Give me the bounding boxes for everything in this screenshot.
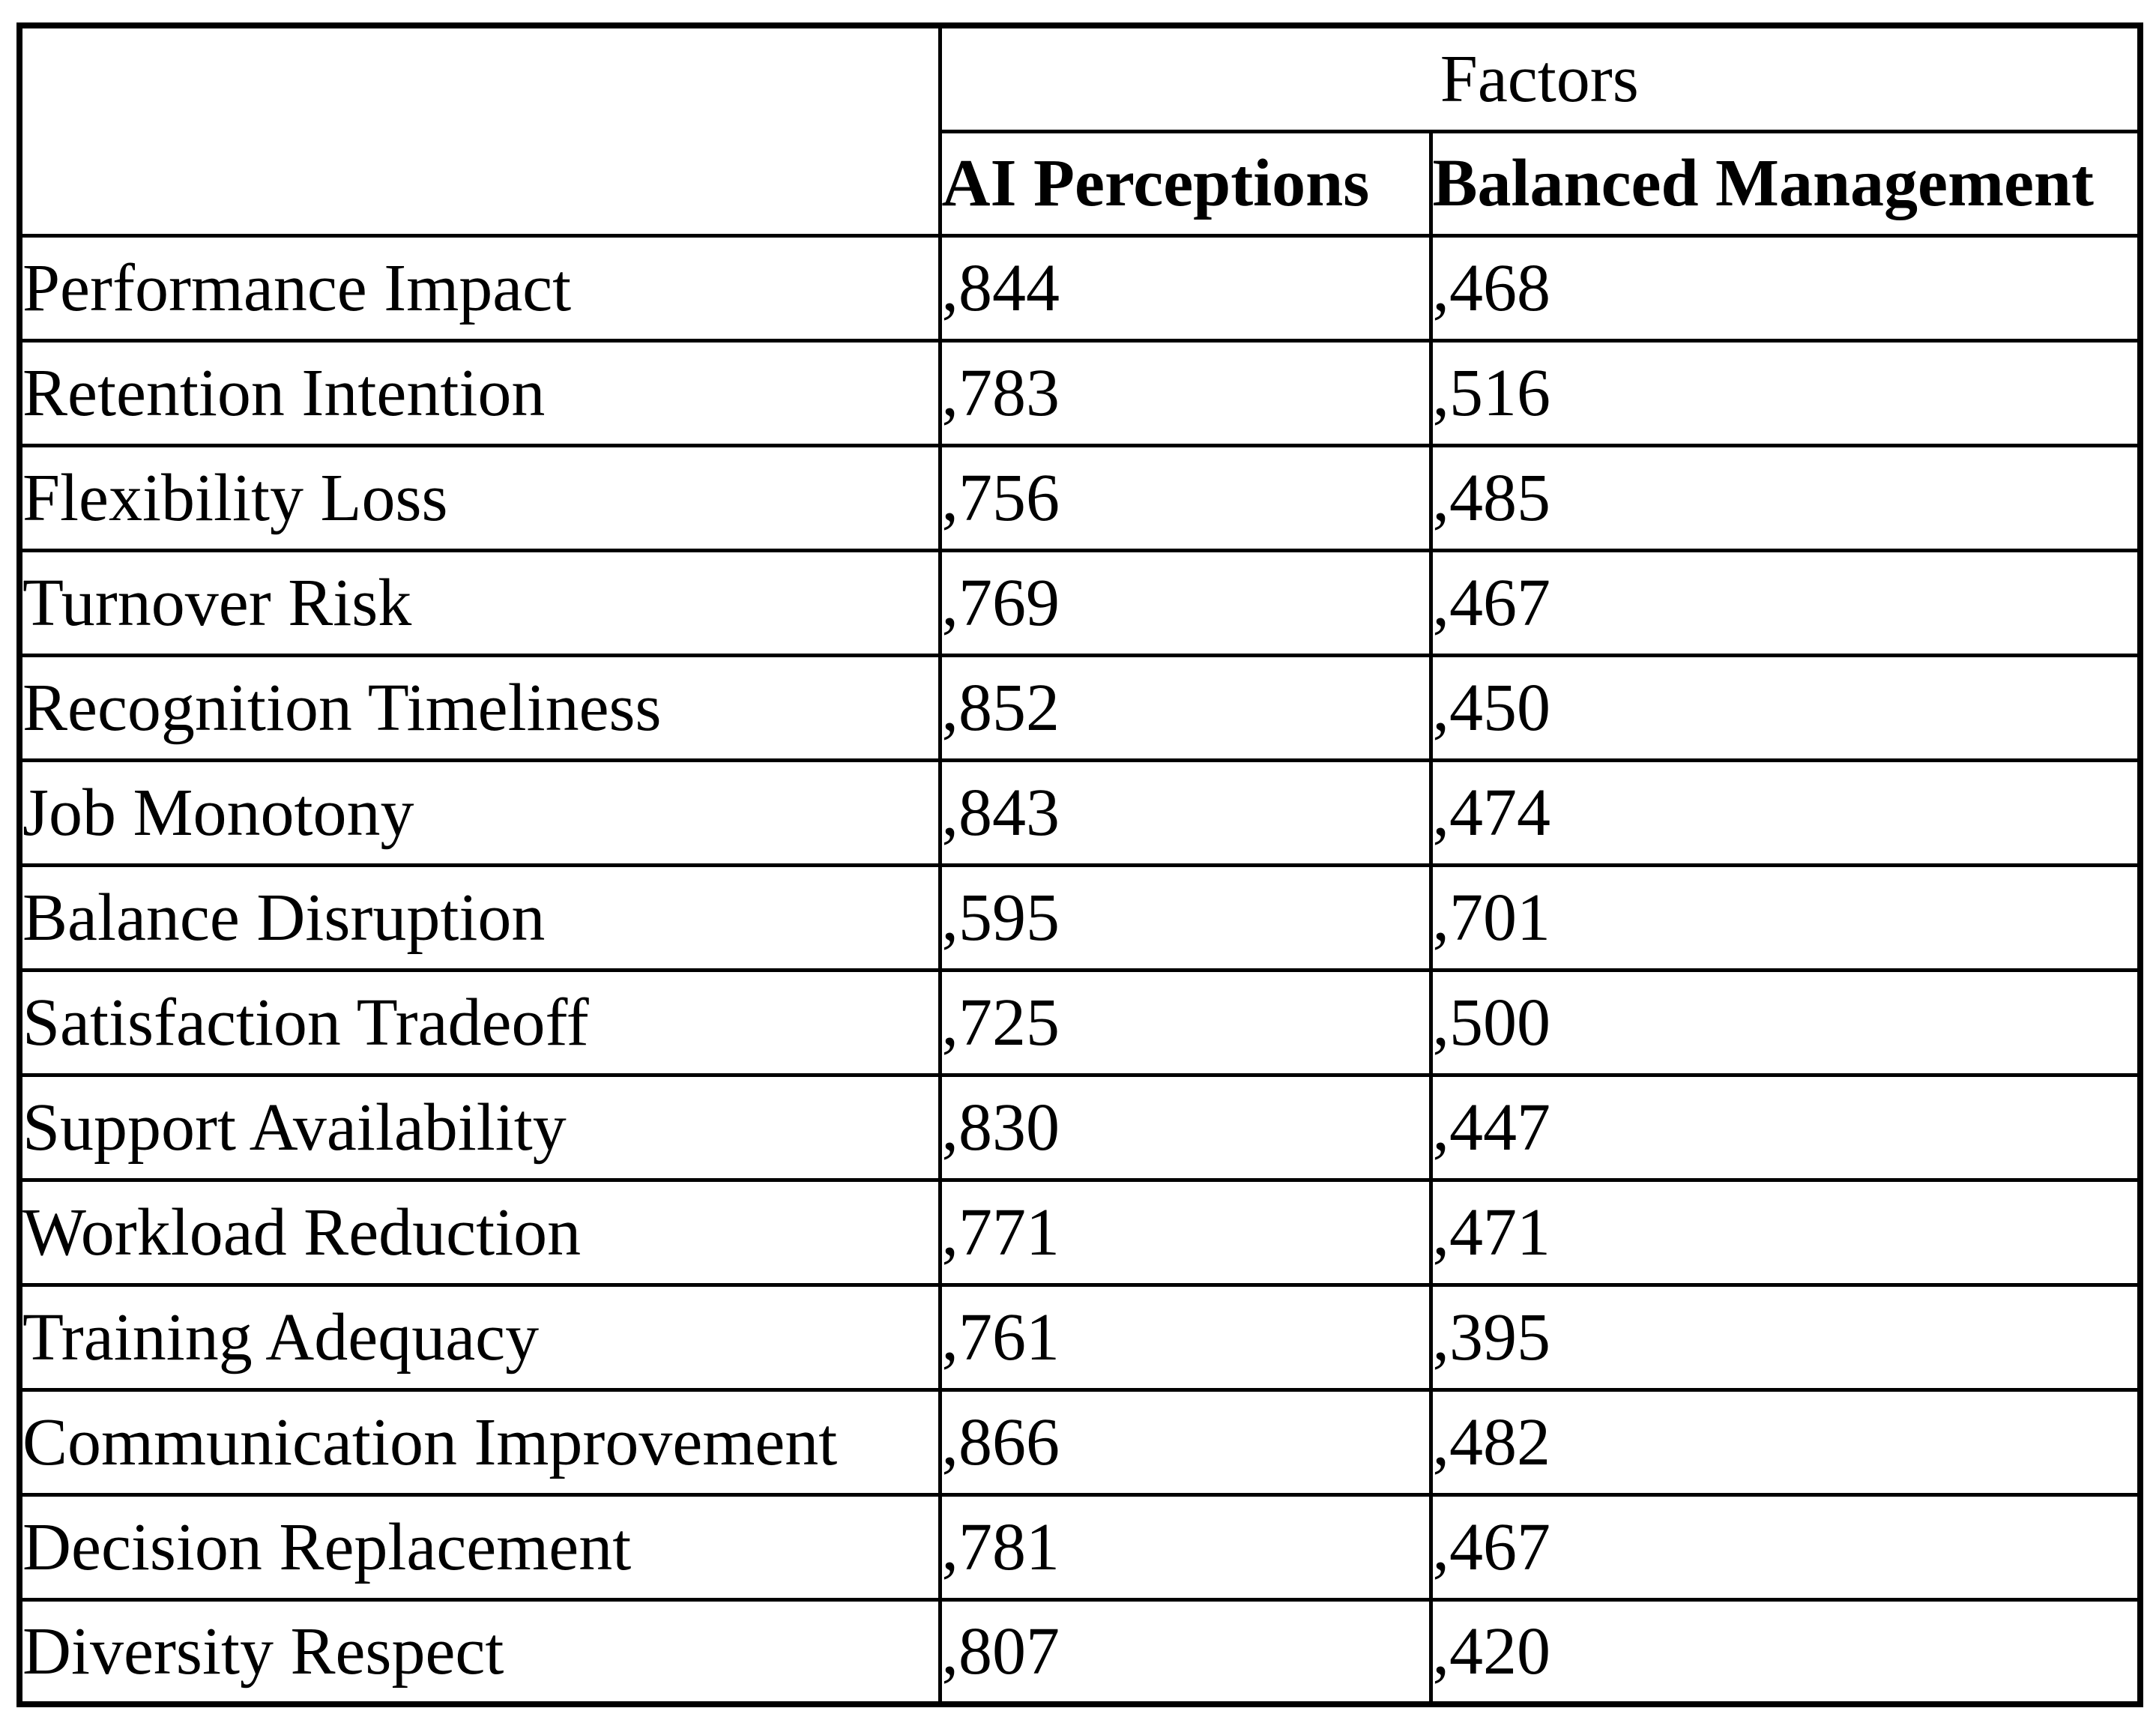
factor-loadings-table: Factors AI Perceptions Balanced Manageme… [16,22,2144,1707]
table-row: Workload Reduction ,771 ,471 [17,1177,2143,1287]
table-row: Recognition Timeliness ,852 ,450 [17,653,2143,762]
table-row: Job Monotony ,843 ,474 [17,758,2143,867]
row-label: Diversity Respect [17,1597,942,1707]
balanced-management-value: ,467 [1428,548,2143,657]
row-label: Retention Intention [17,338,942,447]
corner-cell [17,23,942,238]
row-label: Recognition Timeliness [17,653,942,762]
table-row: Satisfaction Tradeoff ,725 ,500 [17,968,2143,1077]
balanced-management-value: ,450 [1428,653,2143,762]
balanced-management-value: ,474 [1428,758,2143,867]
balanced-management-value: ,420 [1428,1597,2143,1707]
ai-perceptions-value: ,843 [937,758,1433,867]
ai-perceptions-value: ,844 [937,233,1433,343]
table-row: Balance Disruption ,595 ,701 [17,863,2143,972]
table-header: Factors AI Perceptions Balanced Manageme… [17,23,2143,238]
row-label: Turnover Risk [17,548,942,657]
table-row: Diversity Respect ,807 ,420 [17,1597,2143,1707]
row-label: Performance Impact [17,233,942,343]
row-label: Flexibility Loss [17,443,942,552]
ai-perceptions-value: ,769 [937,548,1433,657]
ai-perceptions-value: ,781 [937,1492,1433,1602]
balanced-management-value: ,471 [1428,1177,2143,1287]
ai-perceptions-value: ,771 [937,1177,1433,1287]
row-label: Communication Improvement [17,1387,942,1497]
column-header-balanced-management: Balanced Management [1428,129,2143,238]
ai-perceptions-value: ,830 [937,1072,1433,1182]
table-row: Communication Improvement ,866 ,482 [17,1387,2143,1497]
balanced-management-value: ,500 [1428,968,2143,1077]
column-header-row: AI Perceptions Balanced Management [19,129,2143,238]
row-label: Workload Reduction [17,1177,942,1287]
balanced-management-value: ,516 [1428,338,2143,447]
row-label: Support Availability [17,1072,942,1182]
ai-perceptions-value: ,783 [937,338,1433,447]
ai-perceptions-value: ,725 [937,968,1433,1077]
table-body: Performance Impact ,844 ,468 Retention I… [17,233,2143,1707]
ai-perceptions-value: ,761 [937,1282,1433,1392]
row-label: Satisfaction Tradeoff [17,968,942,1077]
table-row: Support Availability ,830 ,447 [17,1072,2143,1182]
row-label: Decision Replacement [17,1492,942,1602]
ai-perceptions-value: ,852 [937,653,1433,762]
table-row: Performance Impact ,844 ,468 [17,233,2143,343]
balanced-management-value: ,447 [1428,1072,2143,1182]
ai-perceptions-value: ,866 [937,1387,1433,1497]
group-header-row: Factors [17,23,2143,238]
balanced-management-value: ,701 [1428,863,2143,972]
balanced-management-value: ,467 [1428,1492,2143,1602]
balanced-management-value: ,395 [1428,1282,2143,1392]
ai-perceptions-value: ,756 [937,443,1433,552]
ai-perceptions-value: ,595 [937,863,1433,972]
ai-perceptions-value: ,807 [937,1597,1433,1707]
table-row: Retention Intention ,783 ,516 [17,338,2143,447]
table-row: Training Adequacy ,761 ,395 [17,1282,2143,1392]
balanced-management-value: ,482 [1428,1387,2143,1497]
row-label: Job Monotony [17,758,942,867]
row-label: Training Adequacy [17,1282,942,1392]
balanced-management-value: ,468 [1428,233,2143,343]
table-row: Turnover Risk ,769 ,467 [17,548,2143,657]
balanced-management-value: ,485 [1428,443,2143,552]
factors-group-header: Factors [937,23,2143,133]
column-header-ai-perceptions: AI Perceptions [937,129,1433,238]
row-label: Balance Disruption [17,863,942,972]
table-row: Decision Replacement ,781 ,467 [17,1492,2143,1602]
table-row: Flexibility Loss ,756 ,485 [17,443,2143,552]
